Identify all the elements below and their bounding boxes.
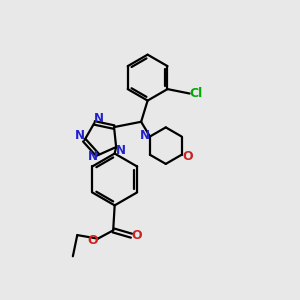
Text: N: N [140,128,150,142]
Text: O: O [131,229,142,242]
Text: O: O [88,234,98,247]
Text: O: O [182,150,193,163]
Text: Cl: Cl [189,87,203,100]
Text: N: N [88,150,98,163]
Text: N: N [94,112,104,125]
Text: N: N [75,129,85,142]
Text: N: N [116,144,126,157]
